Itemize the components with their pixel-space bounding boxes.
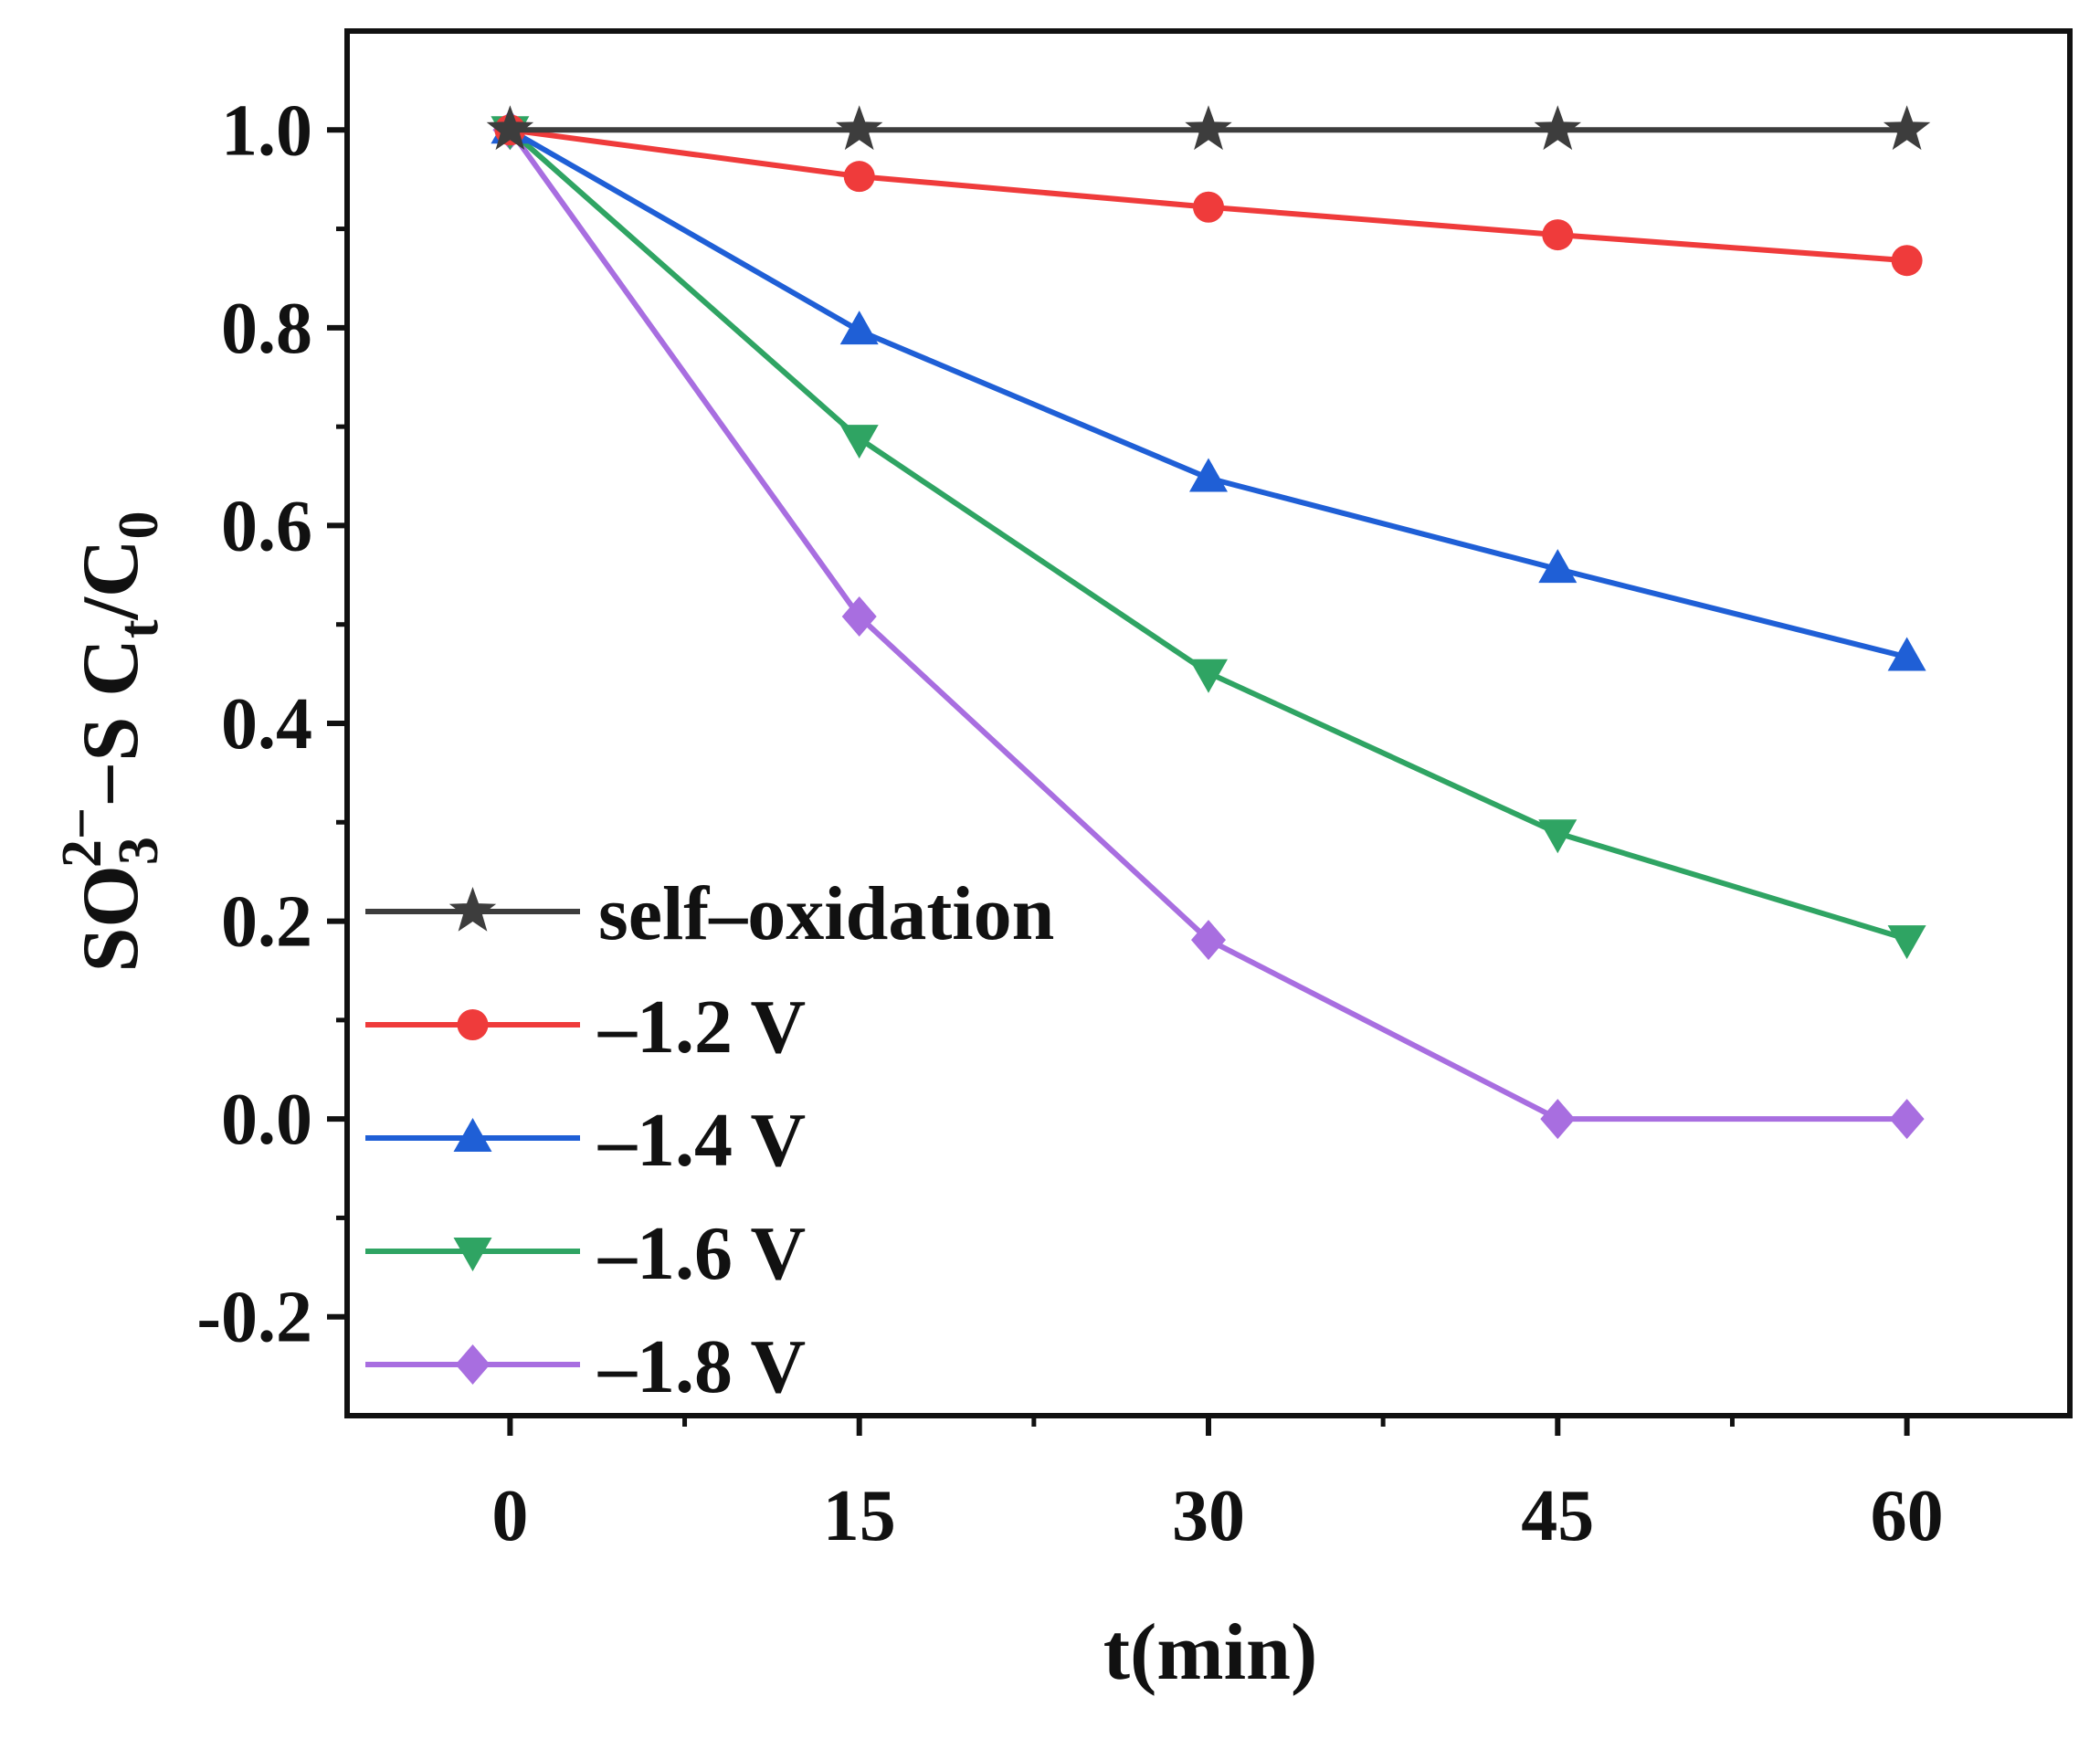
data-point <box>836 105 883 151</box>
series-layer <box>486 105 1931 1140</box>
legend: self–oxidation –1.2 V –1.4 V –1.6 V –1.8 V <box>365 871 1054 1409</box>
axes: -0.2 0.0 0.2 0.4 0.6 0.8 1.0 0 15 30 45 60 <box>196 28 2073 1556</box>
legend-label: –1.6 V <box>597 1211 806 1296</box>
legend-item: –1.6 V <box>365 1211 806 1296</box>
y-tick-label: 0.0 <box>221 1080 312 1160</box>
y-tick-label: 0.4 <box>221 684 312 764</box>
x-tick-label: 60 <box>1871 1476 1944 1556</box>
x-tick-label: 30 <box>1172 1476 1245 1556</box>
legend-marker <box>453 1238 492 1271</box>
data-point <box>841 596 877 638</box>
data-point <box>1189 659 1228 693</box>
legend-label: –1.2 V <box>597 985 806 1070</box>
legend-item: –1.8 V <box>365 1324 806 1409</box>
legend-marker <box>455 1344 491 1385</box>
data-point <box>1189 458 1228 492</box>
data-point <box>1887 637 1926 671</box>
data-point <box>1538 819 1578 854</box>
data-point <box>1191 920 1226 961</box>
series-line <box>507 128 1907 1122</box>
y-tick-label: 1.0 <box>221 90 312 171</box>
data-point <box>1883 105 1931 151</box>
data-point <box>839 425 879 459</box>
y-tick-label: 0.8 <box>221 289 312 369</box>
axis-labels: t(min) SO32−−S Ct/C0 <box>51 511 1317 1697</box>
data-point <box>1538 549 1578 584</box>
legend-label: –1.8 V <box>597 1324 806 1409</box>
data-point <box>839 311 879 345</box>
legend-marker <box>457 1009 489 1040</box>
x-tick-label: 15 <box>823 1476 896 1556</box>
y-tick-label: 0.6 <box>221 486 312 566</box>
data-point <box>1891 245 1923 277</box>
y-tick-label: -0.2 <box>196 1278 312 1358</box>
plot-frame <box>344 28 2073 1418</box>
y-tick-label: 0.2 <box>221 882 312 963</box>
x-tick-label: 0 <box>491 1476 528 1556</box>
legend-item: –1.2 V <box>365 985 806 1070</box>
y-axis-title: SO32−−S Ct/C0 <box>51 511 170 972</box>
x-tick-label: 45 <box>1521 1476 1594 1556</box>
data-point <box>486 105 534 151</box>
data-point <box>1534 105 1581 151</box>
x-axis-title: t(min) <box>1103 1608 1318 1697</box>
legend-marker <box>453 1118 492 1152</box>
data-point <box>1185 105 1232 151</box>
data-point <box>1887 925 1926 960</box>
data-point <box>1542 219 1574 251</box>
data-point <box>1193 191 1224 223</box>
data-point <box>843 161 875 193</box>
legend-label: –1.4 V <box>597 1098 806 1183</box>
legend-marker <box>448 887 497 932</box>
legend-label: self–oxidation <box>598 871 1054 956</box>
series-1 <box>486 105 1931 151</box>
data-point <box>1540 1099 1576 1140</box>
legend-item: self–oxidation <box>365 871 1054 956</box>
data-point <box>1889 1099 1925 1140</box>
legend-item: –1.4 V <box>365 1098 806 1183</box>
